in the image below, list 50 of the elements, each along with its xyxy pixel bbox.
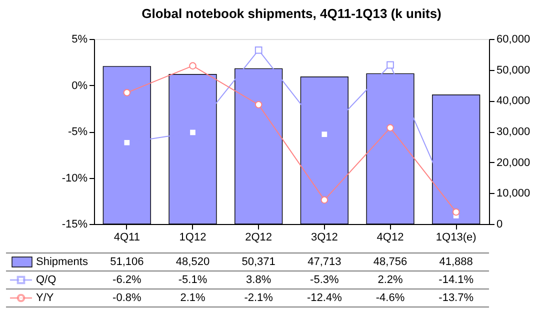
point: [386, 61, 394, 69]
point: [254, 101, 262, 108]
point: [320, 130, 328, 138]
point: [386, 124, 394, 132]
x-tick-label: 2Q12: [245, 232, 272, 244]
data-label: -5.3%: [310, 274, 339, 286]
y2-tick-label: 30,000: [496, 126, 530, 138]
x-tick-label: 4Q11: [114, 232, 140, 244]
y-tick-label: 0%: [72, 80, 88, 92]
legend-label: Y/Y: [36, 292, 54, 304]
data-label: 47,713: [308, 256, 342, 268]
x-tick-label: 3Q12: [310, 232, 338, 244]
data-label: 48,520: [176, 256, 210, 268]
data-label: 2.2%: [378, 274, 403, 286]
y2-tick-label: 50,000: [496, 64, 530, 76]
legend-label: Shipments: [36, 256, 88, 268]
legend-label: Q/Q: [36, 274, 57, 286]
data-label: -13.7%: [438, 292, 474, 304]
point: [189, 128, 196, 136]
point: [452, 208, 460, 216]
data-label: 41,888: [439, 256, 473, 268]
y2-tick-label: 40,000: [496, 95, 530, 108]
point: [254, 46, 262, 54]
data-label: -14.1%: [438, 274, 474, 286]
x-tick-label: 1Q13(e): [436, 232, 476, 244]
x-tick-label: 4Q12: [376, 232, 404, 244]
y-tick-label: 5%: [72, 34, 88, 46]
y-tick-label: -5%: [68, 126, 88, 138]
data-label: -4.6%: [376, 292, 405, 304]
data-label: -6.2%: [112, 274, 142, 286]
point: [320, 196, 328, 204]
y-tick-label: -15%: [62, 218, 88, 230]
data-label: -12.4%: [306, 292, 342, 304]
data-label: -2.1%: [244, 292, 274, 304]
point: [123, 88, 131, 96]
chart-title: Global notebook shipments, 4Q11-1Q13 (k units): [142, 6, 442, 21]
data-label: 3.8%: [246, 274, 272, 286]
data-label: -0.8%: [112, 292, 142, 304]
y2-tick-label: 20,000: [496, 156, 530, 169]
y2-tick-label: 0: [496, 218, 503, 230]
point: [189, 62, 196, 70]
data-label: -5.1%: [178, 274, 208, 286]
y2-tick-label: 10,000: [496, 188, 530, 200]
data-label: 48,756: [373, 256, 408, 268]
x-tick-label: 1Q12: [179, 232, 206, 244]
y-tick-label: -10%: [62, 172, 88, 184]
data-label: 51,106: [110, 256, 144, 268]
y2-tick-label: 60,000: [496, 34, 530, 46]
data-label: 50,371: [242, 256, 276, 268]
data-label: 2.1%: [180, 292, 206, 304]
